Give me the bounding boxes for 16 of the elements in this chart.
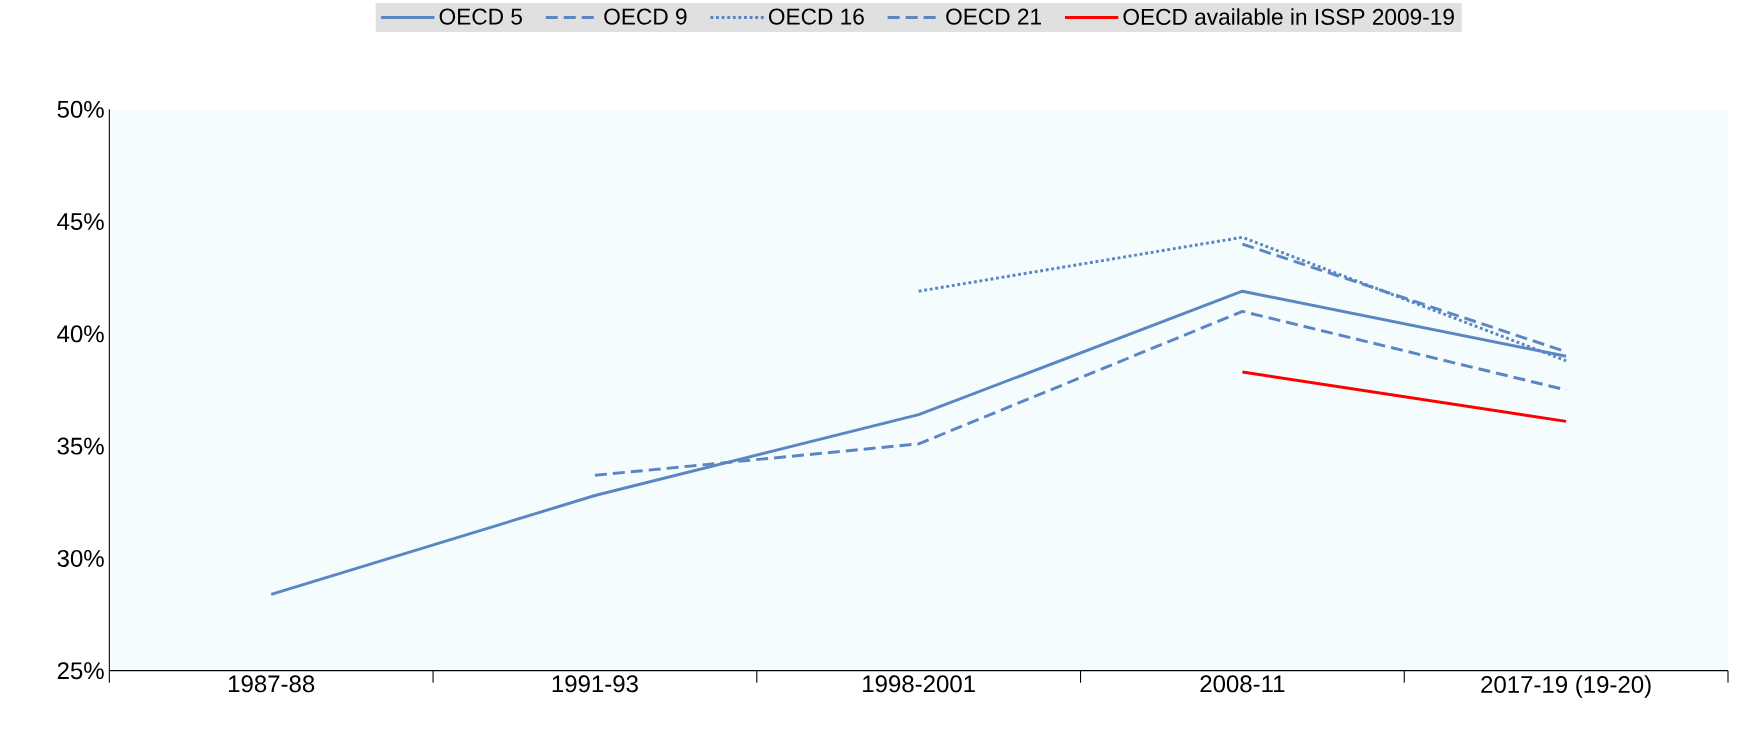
x-tick-label: 1998-2001 <box>863 675 975 693</box>
y-tick-label: 50% <box>57 100 104 118</box>
legend-label: OECD 16 <box>768 8 864 25</box>
x-tick-label: 1987-88 <box>228 675 315 693</box>
y-tick-label: 30% <box>57 550 104 568</box>
y-tick-label: 25% <box>57 662 104 680</box>
x-tick-label: 1991-93 <box>552 675 638 693</box>
legend-label: OECD 9 <box>604 8 687 25</box>
legend-label: OECD 21 <box>946 8 1041 25</box>
y-tick-label: 45% <box>57 213 104 231</box>
legend-label: OECD available in ISSP 2009-19 <box>1123 8 1454 26</box>
x-tick-label: 2008-11 <box>1200 675 1285 693</box>
legend-label: OECD 5 <box>439 8 522 25</box>
y-tick-label: 40% <box>57 325 104 343</box>
y-tick-label: 35% <box>57 437 104 455</box>
x-tick-label: 2017-19 (19-20) <box>1481 675 1651 698</box>
